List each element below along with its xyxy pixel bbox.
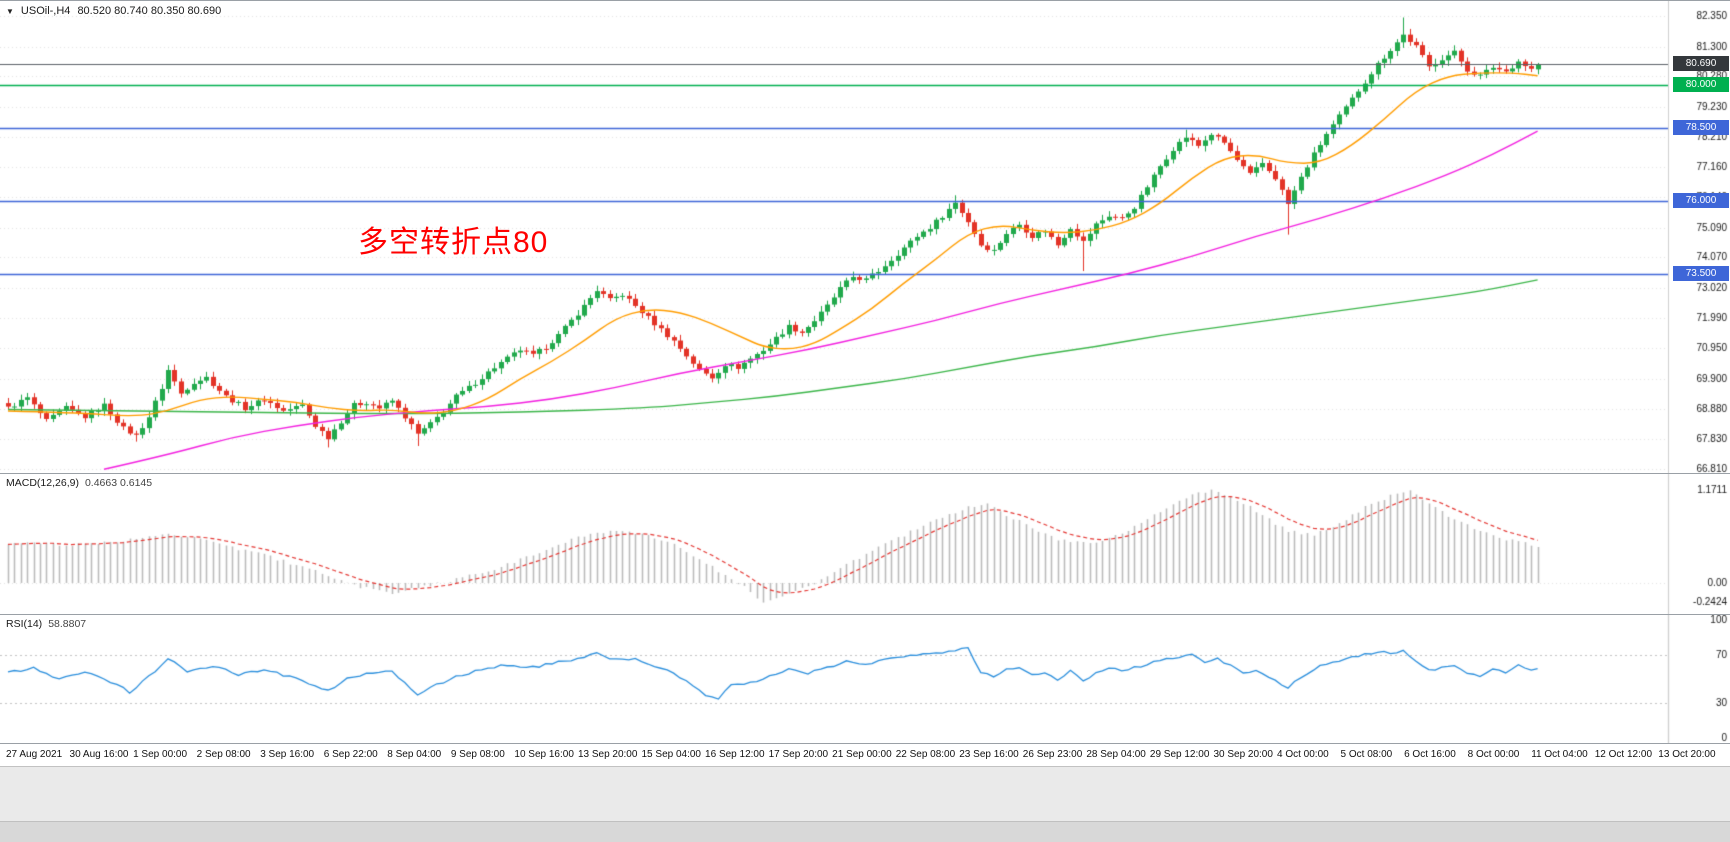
rsi-panel: RSI(14) 58.8807	[0, 615, 1730, 743]
main-chart-canvas[interactable]	[0, 1, 1730, 473]
date-label: 12 Oct 12:00	[1594, 749, 1653, 760]
panel-divider[interactable]	[0, 614, 1730, 615]
bottom-strip	[0, 821, 1730, 842]
date-label: 21 Sep 00:00	[832, 749, 892, 760]
macd-panel: MACD(12,26,9) 0.4663 0.6145	[0, 474, 1730, 614]
date-label: 26 Sep 23:00	[1022, 749, 1083, 760]
date-label: 30 Sep 20:00	[1213, 749, 1273, 760]
date-label: 4 Oct 00:00	[1277, 749, 1329, 760]
symbol-info: ▼ USOil-,H4 80.520 80.740 80.350 80.690	[6, 5, 221, 17]
rsi-header: RSI(14) 58.8807	[6, 618, 86, 630]
panel-divider[interactable]	[0, 743, 1730, 744]
symbol-timeframe-label: USOil-,H4	[20, 5, 71, 17]
date-label: 13 Sep 20:00	[577, 749, 638, 760]
date-label: 6 Sep 22:00	[323, 749, 378, 760]
panel-divider[interactable]	[0, 473, 1730, 474]
macd-indicator-label: MACD(12,26,9)	[6, 477, 79, 489]
date-label: 30 Aug 16:00	[69, 749, 129, 760]
date-label: 17 Sep 20:00	[768, 749, 829, 760]
date-label: 29 Sep 12:00	[1149, 749, 1210, 760]
chevron-down-icon[interactable]: ▼	[6, 6, 14, 16]
date-label: 15 Sep 04:00	[641, 749, 702, 760]
date-label: 28 Sep 04:00	[1086, 749, 1146, 760]
date-label: 1 Sep 00:00	[133, 749, 188, 760]
ohlc-values: 80.520 80.740 80.350 80.690	[77, 5, 222, 17]
date-label: 2 Sep 08:00	[196, 749, 251, 760]
rsi-indicator-label: RSI(14)	[6, 618, 43, 630]
trend-annotation[interactable]: 多空转折点80	[358, 226, 549, 259]
date-label: 22 Sep 08:00	[895, 749, 956, 760]
date-label: 10 Sep 16:00	[514, 749, 574, 760]
date-label: 13 Oct 20:00	[1658, 749, 1716, 760]
macd-canvas[interactable]	[0, 474, 1730, 614]
date-label: 16 Sep 12:00	[705, 749, 765, 760]
date-axis: 27 Aug 2021 30 Aug 16:00 1 Sep 00:00 2 Sep …	[0, 744, 1730, 766]
date-label: 23 Sep 16:00	[959, 749, 1019, 760]
date-label: 27 Aug 2021	[6, 749, 63, 760]
date-label: 3 Sep 16:00	[260, 749, 315, 760]
macd-values: 0.4663 0.6145	[84, 477, 153, 489]
date-label: 8 Oct 00:00	[1467, 749, 1520, 760]
date-label: 5 Oct 08:00	[1340, 749, 1393, 760]
bottom-area	[0, 766, 1730, 842]
rsi-value: 58.8807	[48, 618, 87, 630]
date-label: 6 Oct 16:00	[1404, 749, 1456, 760]
main-chart-panel: ▼ USOil-,H4 80.520 80.740 80.350 80.690 …	[0, 1, 1730, 473]
rsi-canvas[interactable]	[0, 615, 1730, 743]
date-label: 9 Sep 08:00	[450, 749, 505, 760]
macd-header: MACD(12,26,9) 0.4663 0.6145	[6, 477, 152, 489]
date-label: 8 Sep 04:00	[387, 749, 442, 760]
date-label: 11 Oct 04:00	[1531, 749, 1588, 760]
